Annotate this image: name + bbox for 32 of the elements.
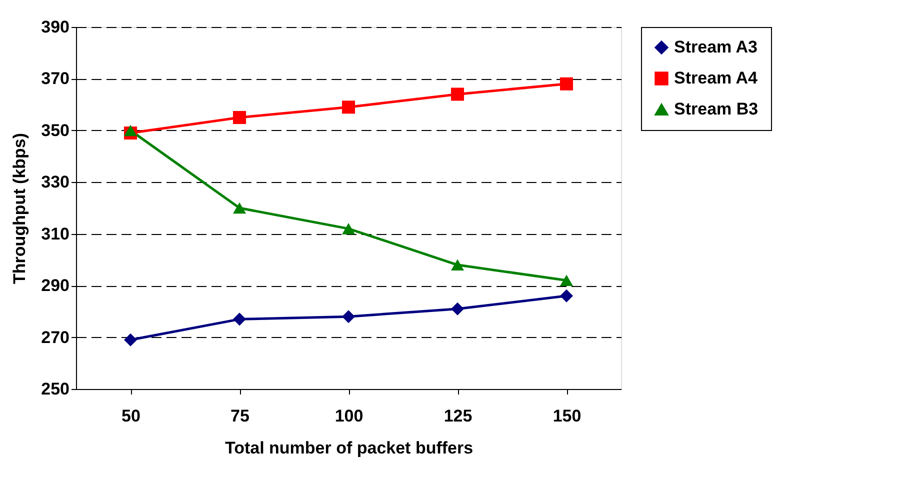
point (232, 312, 246, 326)
point (342, 223, 356, 234)
point (560, 289, 574, 302)
x-tick-label: 100 (334, 406, 364, 426)
point (450, 302, 464, 316)
point (124, 124, 138, 136)
point (124, 333, 138, 346)
y-tick-label: 350 (41, 120, 70, 140)
y-tick-label: 270 (41, 328, 70, 347)
y-axis-title: Throughput (kbps) (10, 132, 30, 284)
x-tick-label: 150 (552, 406, 582, 426)
y-tick-label: 250 (41, 380, 70, 398)
point (560, 274, 574, 286)
y-tick-label: 290 (41, 276, 70, 296)
point (342, 310, 356, 324)
x-tick-label: 125 (444, 406, 472, 426)
x-tick-label: 50 (122, 406, 140, 426)
point (342, 100, 356, 114)
point (450, 259, 464, 271)
point (232, 202, 246, 214)
y-tick-label: 390 (41, 18, 70, 36)
legend-label: Stream B3 (674, 100, 758, 118)
y-tick-label: 330 (41, 172, 70, 192)
point (560, 77, 574, 90)
legend-label: Stream A4 (674, 68, 758, 88)
y-tick-label: 370 (41, 69, 70, 88)
x-tick-label: 75 (230, 406, 250, 426)
point (450, 88, 464, 101)
legend-label: Stream A3 (674, 38, 758, 56)
y-tick-label: 310 (41, 224, 70, 244)
x-axis-title: Total number of packet buffers (224, 438, 474, 458)
point (232, 110, 246, 124)
